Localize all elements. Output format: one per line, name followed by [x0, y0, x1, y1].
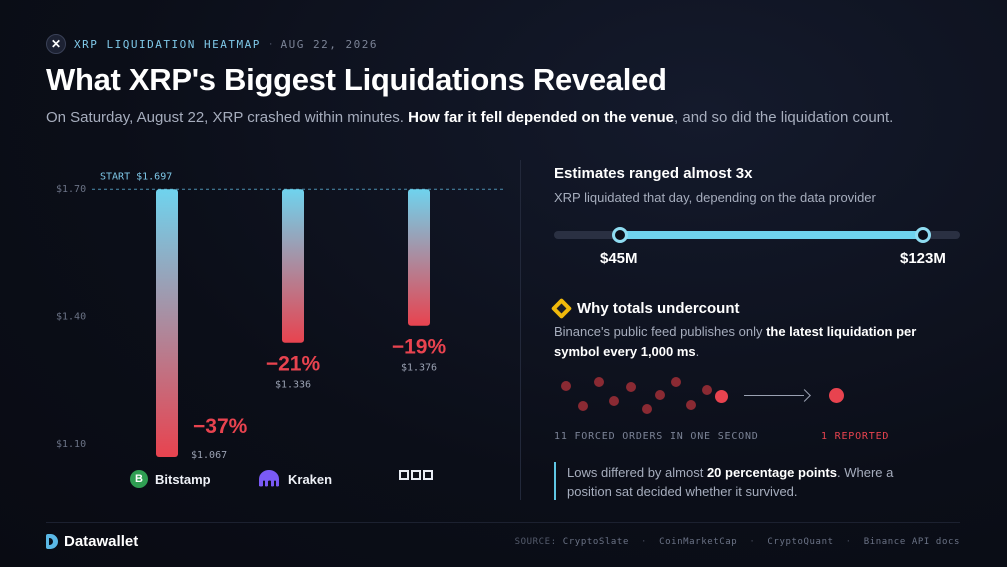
sources-line: SOURCE: CryptoSlate · CoinMarketCap · Cr…: [515, 537, 960, 547]
range-high-label: $123M: [900, 250, 946, 267]
bitstamp-b-icon: B: [130, 470, 148, 488]
reported-order-dot: [829, 388, 844, 403]
estimate-range-fill: [620, 231, 924, 239]
liquidation-drop-chart: $1.70 $1.40 $1.10 START $1.697 −37% $1.067 −21…: [56, 171, 506, 460]
forced-order-dot: [642, 404, 652, 414]
drop-percent-label: −37%: [193, 415, 248, 438]
forced-order-dot: [671, 377, 681, 387]
estimates-title: Estimates ranged almost 3x: [554, 165, 753, 182]
forced-order-dot: [561, 381, 571, 391]
subtitle-bold: How far it fell depended on the venue: [408, 109, 675, 126]
drop-percent-label: −19%: [392, 336, 447, 359]
subtitle-end: , and so did the liquidation count.: [674, 109, 894, 126]
low-price-label: $1.376: [401, 363, 437, 374]
note-accent-bar: [554, 462, 556, 500]
venue-bitstamp: B Bitstamp: [130, 470, 211, 488]
brand: Datawallet: [46, 533, 138, 550]
why-title: Why totals undercount: [577, 300, 740, 317]
venue-kraken: Kraken: [257, 470, 332, 488]
datawallet-logo-icon: [46, 534, 58, 549]
note-bold: 20 percentage points: [706, 465, 837, 480]
source-item: CryptoQuant: [767, 537, 834, 547]
forced-order-dot: [594, 377, 604, 387]
x-logo-icon: ✕: [46, 34, 66, 54]
drop-percent-label: −21%: [266, 353, 321, 376]
binance-icon: [550, 297, 573, 320]
why-body: Binance's public feed publishes only the…: [554, 322, 954, 362]
footer-divider: [46, 522, 960, 523]
source-item: Binance API docs: [863, 537, 960, 547]
why-body-start: Binance's public feed publishes only: [554, 324, 767, 339]
note-end: . Where a position sat decided whether i…: [567, 465, 894, 499]
venue-label: Bitstamp: [155, 471, 211, 487]
kicker: XRP LIQUIDATION HEATMAP: [74, 37, 261, 51]
source-separator: ·: [845, 537, 852, 547]
source-label: SOURCE:: [514, 537, 557, 547]
page-title: What XRP's Biggest Liquidations Revealed: [46, 62, 667, 97]
forced-order-dot: [686, 400, 696, 410]
y-tick-label: $1.10: [56, 439, 86, 450]
y-tick-label: $1.40: [56, 312, 86, 323]
bar-okx: [408, 189, 430, 326]
date-label: AUG 22, 2026: [280, 37, 378, 51]
range-low-marker: [612, 227, 628, 243]
note-text: Lows differed by almost 20 percentage po…: [567, 463, 937, 501]
forced-order-dot: [578, 401, 588, 411]
arrow-right-icon: [744, 395, 804, 396]
source-separator: ·: [749, 537, 756, 547]
source-item: CryptoSlate: [562, 537, 629, 547]
why-body-end: .: [695, 344, 700, 359]
why-heading: Why totals undercount: [550, 297, 740, 320]
panel-divider: [520, 160, 521, 500]
range-low-label: $45M: [600, 250, 638, 267]
venue-okx: [399, 470, 433, 480]
header-kicker-row: ✕ XRP LIQUIDATION HEATMAP · AUG 22, 2026: [46, 34, 378, 54]
y-tick-label: $1.70: [56, 184, 86, 195]
range-high-marker: [915, 227, 931, 243]
reported-label: 1 REPORTED: [821, 431, 890, 442]
bar-kraken: [282, 189, 304, 343]
why-body-bold: the latest liquidation per symbol every …: [554, 324, 917, 359]
note-start: Lows differed by almost: [567, 465, 707, 480]
forced-order-dot-latest: [715, 390, 728, 403]
venue-label: Kraken: [288, 471, 333, 487]
brand-name: Datawallet: [64, 533, 139, 550]
forced-order-dot: [609, 396, 619, 406]
start-label: START $1.697: [100, 171, 172, 182]
separator-dot: ·: [268, 38, 273, 50]
okx-logo-icon: [399, 470, 433, 480]
low-price-label: $1.067: [191, 450, 227, 460]
kraken-icon: [259, 470, 279, 487]
forced-order-dot: [626, 382, 636, 392]
source-separator: ·: [641, 537, 648, 547]
forced-order-dot: [655, 390, 665, 400]
subtitle-start: On Saturday, August 22, XRP crashed with…: [46, 109, 409, 126]
orders-illustration: [554, 372, 974, 422]
forced-order-dot: [702, 385, 712, 395]
bar-bitstamp: [156, 189, 178, 458]
page-subtitle: On Saturday, August 22, XRP crashed with…: [46, 109, 893, 126]
estimates-subtitle: XRP liquidated that day, depending on th…: [554, 190, 876, 205]
arrow-head: [798, 389, 811, 402]
forced-orders-label: 11 FORCED ORDERS IN ONE SECOND: [554, 431, 759, 442]
low-price-label: $1.336: [275, 380, 311, 391]
source-item: CoinMarketCap: [659, 537, 738, 547]
